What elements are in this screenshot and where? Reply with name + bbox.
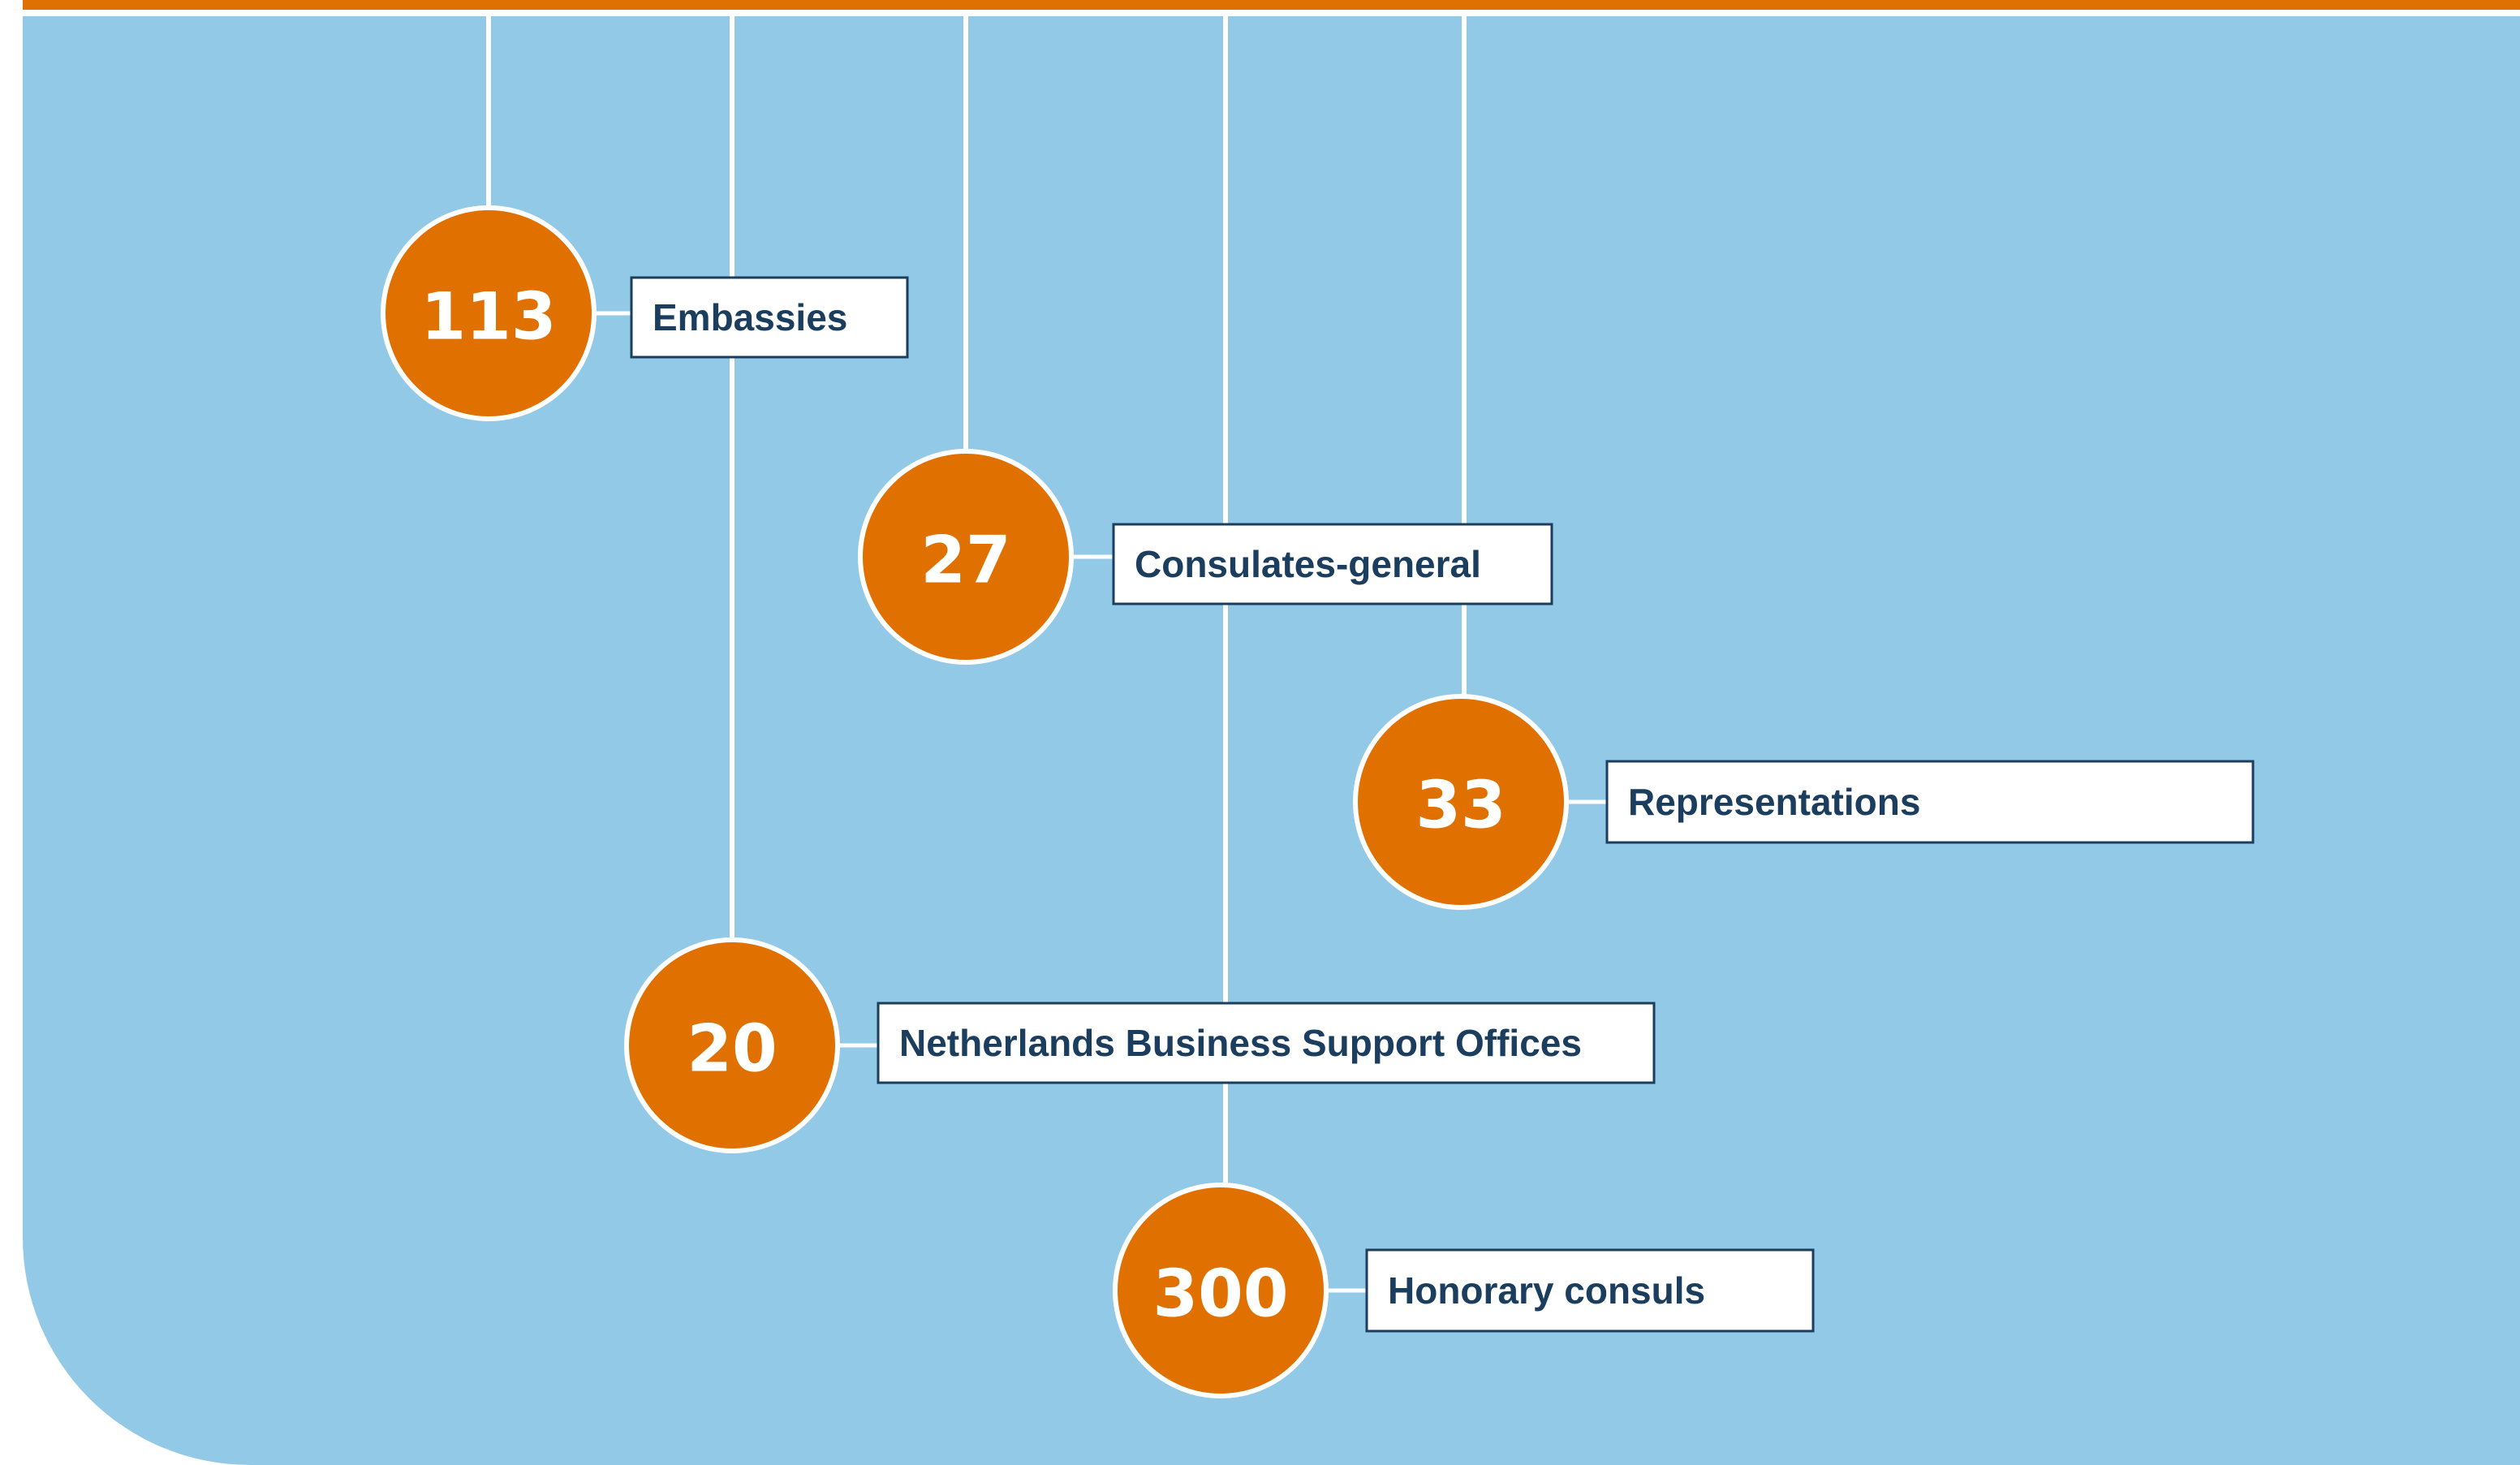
- count-circle: [624, 937, 840, 1153]
- label-box: [1605, 760, 2255, 844]
- count: 33: [1415, 768, 1506, 843]
- count-circle: [381, 205, 597, 421]
- count-circle: [1113, 1183, 1329, 1398]
- label-box: [1365, 1248, 1815, 1333]
- label: Honorary consuls: [1388, 1269, 1705, 1312]
- label-box: [877, 1002, 1656, 1084]
- count: 113: [421, 279, 557, 355]
- label: Consulates-general: [1135, 543, 1481, 585]
- label-box: [1112, 523, 1553, 605]
- count: 27: [920, 523, 1010, 598]
- top-bar: [23, 0, 2520, 10]
- label-box: [630, 276, 909, 359]
- nodes: 113 Embassies 27 Consulates-general 33 Repres…: [381, 205, 2255, 1398]
- label: Representations: [1628, 781, 1920, 823]
- count: 20: [687, 1011, 777, 1087]
- label: Embassies: [653, 296, 847, 338]
- count-circle: [1353, 694, 1569, 910]
- count: 300: [1153, 1256, 1289, 1332]
- label: Netherlands Business Support Offices: [899, 1022, 1582, 1064]
- count-circle: [858, 449, 1074, 665]
